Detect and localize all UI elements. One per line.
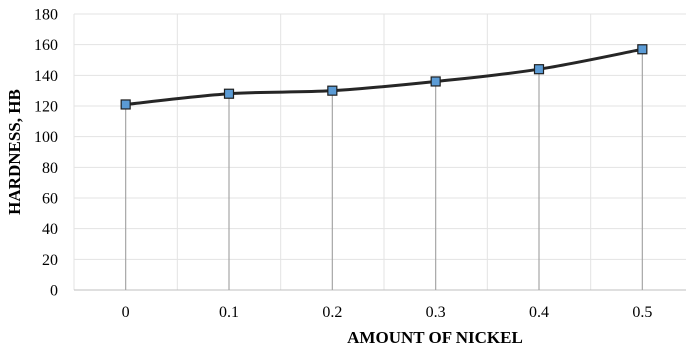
- x-tick-label: 0.3: [426, 304, 446, 321]
- y-tick-label: 40: [42, 221, 58, 238]
- x-tick-label: 0.4: [529, 304, 549, 321]
- x-tick-label: 0.5: [632, 304, 652, 321]
- series-line-group: [125, 47, 643, 106]
- y-tick-label: 20: [42, 252, 58, 269]
- y-tick-label: 140: [34, 68, 58, 85]
- y-tick-label: 80: [42, 160, 58, 177]
- data-point-marker: [327, 85, 338, 96]
- x-tick-label: 0: [122, 304, 130, 321]
- y-tick-label: 100: [34, 129, 58, 146]
- data-point-marker: [223, 88, 235, 99]
- data-point-marker: [430, 76, 441, 87]
- x-axis-title: AMOUNT OF NICKEL: [347, 328, 523, 347]
- data-point-marker: [533, 64, 545, 75]
- x-tick-label: 0.1: [219, 304, 239, 321]
- y-tick-label: 120: [34, 99, 58, 116]
- x-tick-label: 0.2: [322, 304, 342, 321]
- series-line: [125, 47, 643, 106]
- y-tick-label: 160: [34, 37, 58, 54]
- data-point-marker: [637, 44, 648, 55]
- data-point-marker: [120, 99, 131, 110]
- y-tick-label: 0: [50, 283, 58, 300]
- x-tick-labels: 0 0.1 0.2 0.3 0.4 0.5: [122, 304, 653, 321]
- gridlines: [73, 13, 686, 290]
- data-markers: [120, 44, 648, 110]
- y-tick-label: 180: [34, 7, 58, 24]
- drop-lines: [125, 49, 643, 290]
- y-axis-title: HARDNESS, HB: [5, 89, 24, 215]
- y-tick-labels: 0 20 40 60 80 100 120 140 160 180: [34, 7, 58, 300]
- y-tick-label: 60: [42, 191, 58, 208]
